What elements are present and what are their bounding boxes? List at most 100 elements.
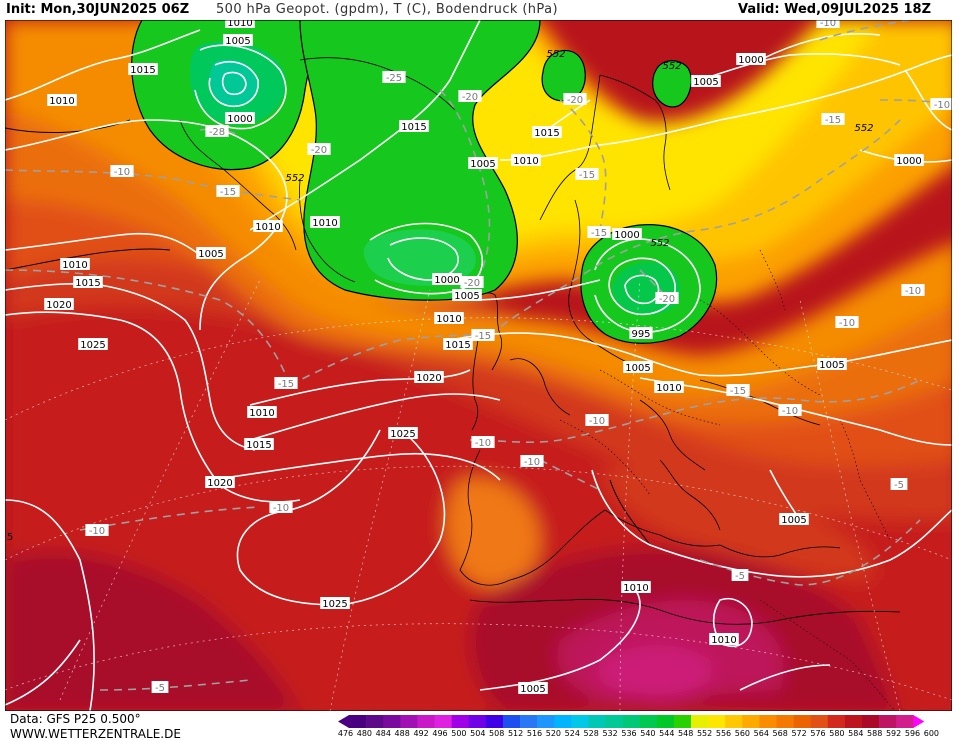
scale-color-swatch <box>827 715 846 728</box>
temperature-label: -15 <box>575 168 599 181</box>
scale-color-swatch <box>793 715 811 728</box>
scale-color-swatch <box>417 715 435 728</box>
temperature-value: -10 <box>114 167 130 178</box>
isobar-label: 1020 <box>414 371 444 384</box>
isobar-value: 1000 <box>227 114 252 125</box>
scale-color-swatch <box>639 715 658 728</box>
scale-right-arrow <box>913 715 925 728</box>
scale-label: 588 <box>867 729 883 738</box>
scale-label: 476 <box>337 729 354 738</box>
temperature-value: -15 <box>579 170 595 181</box>
scale-color-swatch <box>349 715 367 728</box>
scale-label: 556 <box>715 729 732 738</box>
chart-title: 500 hPa Geopot. (gpdm), T (C), Bodendruc… <box>216 2 558 17</box>
scale-label: 524 <box>564 729 580 738</box>
scale-color-swatch <box>708 715 726 728</box>
isobar-value: 1015 <box>445 340 470 351</box>
scale-color-swatch <box>520 715 538 728</box>
scale-color-swatch <box>844 715 863 728</box>
scale-label: 552 <box>696 729 713 738</box>
isobar-value: 1025 <box>80 340 105 351</box>
isobar-value: 1020 <box>46 300 71 311</box>
geopotential-value: 552 <box>854 123 873 134</box>
temperature-label: -20 <box>563 93 587 106</box>
temperature-value: -5 <box>894 480 904 491</box>
isobar-label: 1010 <box>47 94 77 107</box>
isobar-label: 1010 <box>253 220 283 233</box>
isobar-label: 1005 <box>691 75 721 88</box>
temperature-value: -15 <box>591 228 607 239</box>
temperature-label: -10 <box>778 404 802 417</box>
isobar-value: 1015 <box>130 65 155 76</box>
scale-color-swatch <box>571 715 589 728</box>
geopotential-value: 552 <box>650 238 669 249</box>
isobar-label: 1000 <box>612 228 642 241</box>
temperature-label: -10 <box>85 524 109 537</box>
isobar-label: 1010 <box>654 381 684 394</box>
isobar-label: 1015 <box>244 438 274 451</box>
temperature-label: -20 <box>655 292 679 305</box>
scale-color-swatch <box>554 715 572 728</box>
isobar-value: 1000 <box>614 230 639 241</box>
isobar-label: 1005 <box>468 157 498 170</box>
temperature-value: -28 <box>209 127 225 138</box>
isobar-value: 1010 <box>227 20 252 29</box>
isobar-value: 1010 <box>62 260 87 271</box>
temperature-value: -15 <box>825 115 841 126</box>
isobar-label: 1010 <box>434 312 464 325</box>
isobar-value: 1010 <box>436 314 461 325</box>
temperature-label: -10 <box>835 316 859 329</box>
isobar-label: 1015 <box>73 276 103 289</box>
temperature-label: -20 <box>458 90 482 103</box>
isobar-value: 1005 <box>781 515 806 526</box>
isobar-label: 1015 <box>399 120 429 133</box>
isobar-label: 1020 <box>44 298 74 311</box>
temperature-label: -25 <box>382 71 406 84</box>
isobar-label: 1015 <box>443 338 473 351</box>
isobar-label: 1005 <box>196 247 226 260</box>
isobar-label: 1015 <box>532 126 562 139</box>
isobar-value: 1015 <box>401 122 426 133</box>
temperature-label: -28 <box>205 125 229 138</box>
isobar-label: 1015 <box>128 63 158 76</box>
scale-label: 540 <box>640 729 656 738</box>
isobar-label: 1010 <box>621 581 651 594</box>
isobar-value: 1010 <box>656 383 681 394</box>
temperature-value: -20 <box>659 294 675 305</box>
scale-left-arrow <box>338 715 349 728</box>
scale-label: 568 <box>772 729 788 738</box>
temperature-value: -10 <box>820 20 836 29</box>
isobar-value: 1005 <box>693 77 718 88</box>
scale-color-swatch <box>776 715 794 728</box>
temperature-label: -10 <box>520 455 544 468</box>
temperature-label: -15 <box>821 113 845 126</box>
scale-color-swatch <box>468 715 487 728</box>
temperature-value: -10 <box>839 318 855 329</box>
color-scale-bar <box>338 715 925 728</box>
scale-color-swatch <box>537 715 555 728</box>
temperature-value: -10 <box>524 457 540 468</box>
temperature-value: -15 <box>278 379 294 390</box>
temperature-label: -10 <box>269 501 293 514</box>
scale-label: 584 <box>848 729 864 738</box>
temperature-value: -20 <box>311 145 327 156</box>
temperature-value: -10 <box>905 286 921 297</box>
isobar-label: 1000 <box>225 112 255 125</box>
scale-color-swatch <box>366 715 384 728</box>
temperature-value: -25 <box>386 73 402 84</box>
isobar-label: 1010 <box>60 258 90 271</box>
temperature-value: -5 <box>155 683 165 694</box>
temperature-labels: -25 -20 -28 -20 -20 -15 -10 -15 -15 -15 -20 -20 -10 -… <box>85 20 952 694</box>
isobar-value: 1025 <box>322 599 347 610</box>
scale-label: 580 <box>829 729 845 738</box>
scale-color-swatch <box>588 715 606 728</box>
scale-color-swatch <box>622 715 640 728</box>
temperature-label: -5 <box>890 478 908 491</box>
temperature-label: -20 <box>460 276 484 289</box>
isobar-label: 1005 <box>452 289 482 302</box>
data-source: Data: GFS P25 0.500° <box>10 712 141 726</box>
isobar-labels: 1010 1005 1015 1000 1010 1015 1005 1010 1015 1005… <box>44 20 924 695</box>
scale-color-swatch <box>896 715 914 728</box>
isobar-value: 1005 <box>520 684 545 695</box>
temperature-value: -5 <box>735 571 745 582</box>
